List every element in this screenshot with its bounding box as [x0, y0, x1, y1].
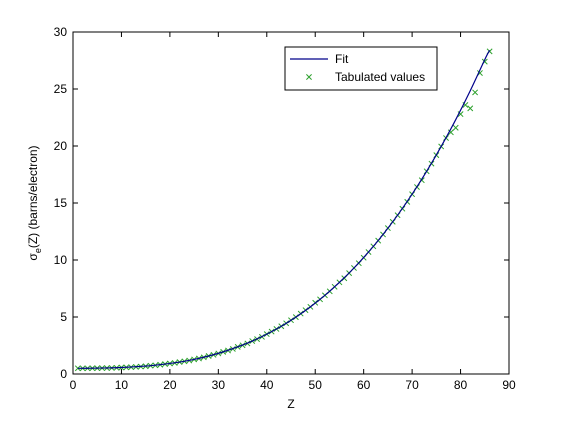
x-tick-label: 10: [115, 378, 129, 392]
x-tick-label: 90: [502, 378, 516, 392]
legend: Fit Tabulated values: [284, 46, 438, 91]
y-tick-label: 25: [54, 82, 68, 96]
legend-x-marker: [306, 74, 312, 80]
y-axis-label: σe(Z) (barns/electron): [26, 145, 43, 260]
legend-tabulated-marker: [306, 74, 312, 80]
y-tick-label: 10: [54, 253, 68, 267]
x-tick-label: 60: [357, 378, 371, 392]
y-tick-label: 30: [54, 25, 68, 39]
axis-ticks: [72, 31, 510, 375]
series-layer: [74, 48, 493, 372]
tabulated-point: [452, 124, 459, 131]
x-tick-label: 40: [260, 378, 274, 392]
x-tick-label: 30: [212, 378, 226, 392]
y-axis-label-rest: (Z) (barns/electron): [26, 145, 40, 248]
legend-box: [284, 46, 438, 91]
y-tick-label: 20: [54, 139, 68, 153]
tabulated-point: [467, 105, 474, 112]
x-tick-label: 50: [309, 378, 323, 392]
x-tick-label: 20: [163, 378, 177, 392]
tabulated-point: [447, 129, 454, 136]
tabulated-point: [472, 89, 479, 96]
x-tick-label: 70: [405, 378, 419, 392]
fit-line: [77, 49, 491, 369]
tabulated-point: [74, 365, 81, 372]
legend-fit-label: Fit: [335, 52, 349, 66]
y-tick-label: 0: [60, 367, 67, 381]
x-tick-label: 80: [454, 378, 468, 392]
y-tick-label: 5: [60, 310, 67, 324]
y-tick-label: 15: [54, 196, 68, 210]
y-axis-label-symbol: σ: [26, 253, 40, 261]
legend-tabulated-label: Tabulated values: [335, 70, 425, 84]
y-axis-label-subscript: e: [33, 248, 43, 253]
tick-labels: 0 10 20 30 40 50 60 70 80 90 0 5 10 15 20 25 30: [54, 25, 516, 392]
x-axis-label: Z: [287, 397, 294, 411]
x-tick-label: 0: [70, 378, 77, 392]
